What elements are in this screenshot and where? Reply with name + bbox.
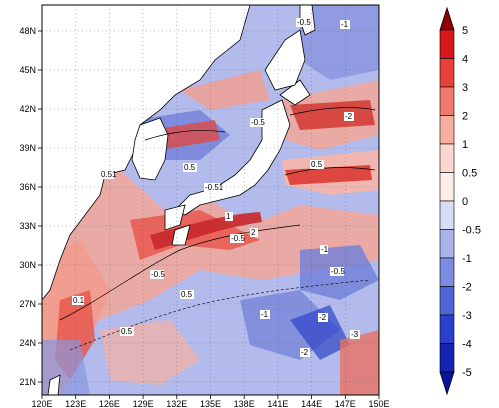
contour-label: -2 <box>344 112 354 121</box>
colorbar-segment <box>439 86 455 116</box>
colorbar-segment <box>439 286 455 316</box>
contour-label: 0.5 <box>120 327 134 336</box>
svg-text:1: 1 <box>226 212 231 221</box>
contour-label: -0.51 <box>204 183 224 192</box>
lat-tick-label: 48N <box>19 26 36 36</box>
svg-text:0.51: 0.51 <box>101 170 117 179</box>
lon-tick-label: 138E <box>234 399 255 408</box>
colorbar-top-arrow <box>439 6 455 31</box>
lon-tick-label: 135E <box>200 399 221 408</box>
contour-label: 2 <box>250 228 258 237</box>
colorbar-segment <box>439 58 455 88</box>
contour-labels: -0.5 -1 -2 -0.5 1 2 0.1 0.51 -0.51 0.5 -… <box>42 18 360 357</box>
svg-text:2: 2 <box>251 228 256 237</box>
lon-tick-label: 120E <box>31 399 52 408</box>
svg-text:-0.5: -0.5 <box>297 18 311 27</box>
colorbar-segment <box>439 343 455 373</box>
colorbar-label: -3 <box>462 310 472 322</box>
contour-label: -1 <box>260 310 270 319</box>
colorbar-label: 0.5 <box>462 168 477 180</box>
lat-tick-label: 24N <box>19 338 36 348</box>
contour-label: -1 <box>320 245 329 254</box>
contour-label: 0.5 <box>310 160 324 169</box>
contour-label: -2 <box>318 313 328 322</box>
contour-label: -0.5 <box>250 118 265 127</box>
svg-text:-2: -2 <box>319 313 327 322</box>
colorbar-label: 3 <box>462 82 468 94</box>
colorbar-label: 5 <box>462 25 468 37</box>
lon-tick-label: 129E <box>133 399 154 408</box>
colorbar-label: 1 <box>462 139 468 151</box>
svg-text:0.5: 0.5 <box>184 163 196 172</box>
svg-text:0.1: 0.1 <box>73 296 85 305</box>
contour-label <box>42 170 52 179</box>
lon-tick-label: 141E <box>267 399 288 408</box>
svg-text:0.5: 0.5 <box>181 290 193 299</box>
contour-label: -0.5 <box>296 18 311 27</box>
colorbar-label: 4 <box>462 54 468 66</box>
anomaly-field: -0.5 -1 -2 -0.5 1 2 0.1 0.51 -0.51 0.5 -… <box>42 5 379 395</box>
svg-text:-0.5: -0.5 <box>231 234 245 243</box>
lon-tick-label: 147E <box>335 399 356 408</box>
contour-label: 1 <box>225 212 233 221</box>
lat-tick-label: 33N <box>19 221 36 231</box>
svg-text:-0.5: -0.5 <box>151 270 165 279</box>
colorbar-bottom-arrow <box>439 371 455 396</box>
lon-tick-label: 150E <box>368 399 389 408</box>
contour-label: 0.5 <box>180 290 194 299</box>
colorbar-segment <box>439 172 455 202</box>
colorbar-label: -4 <box>462 339 472 351</box>
lon-tick-label: 123E <box>65 399 86 408</box>
colorbar-segment <box>439 229 455 259</box>
lon-axis: 120E 123E 126E 129E 132E 135E 138E 141E … <box>31 395 390 408</box>
lon-tick-label: 144E <box>301 399 322 408</box>
contour-label: -0.5 <box>150 270 165 279</box>
lat-tick-label: 39N <box>19 143 36 153</box>
colorbar-segment <box>439 314 455 344</box>
lat-tick-label: 42N <box>19 104 36 114</box>
svg-text:-1: -1 <box>321 245 329 254</box>
colorbar: 5 4 3 2 1 0.5 0 -0.5 -1 -2 -3 -4 -5 <box>439 6 481 396</box>
colorbar-segment <box>439 200 455 230</box>
lon-tick-label: 126E <box>99 399 120 408</box>
contour-label: -3 <box>350 330 360 339</box>
contour-label: 0.5 <box>183 163 197 172</box>
contour-label: -2 <box>300 348 310 357</box>
svg-text:-3: -3 <box>351 330 359 339</box>
lat-axis: 21N 24N 27N 30N 33N 36N 39N 42N 45N 48N <box>19 26 42 387</box>
svg-text:-0.5: -0.5 <box>251 118 265 127</box>
colorbar-segment <box>439 29 455 59</box>
svg-text:-0.51: -0.51 <box>205 183 224 192</box>
svg-text:0.5: 0.5 <box>311 160 323 169</box>
colorbar-label: -2 <box>462 282 472 294</box>
colorbar-label: 0 <box>462 196 468 208</box>
svg-text:-2: -2 <box>301 348 309 357</box>
contour-label: 0.51 <box>100 170 117 179</box>
lat-tick-label: 36N <box>19 182 36 192</box>
colorbar-segment <box>439 143 455 173</box>
contour-label: -1 <box>340 20 350 29</box>
contour-label: -0.5 <box>330 267 345 276</box>
lat-tick-label: 30N <box>19 260 36 270</box>
svg-text:-1: -1 <box>341 20 349 29</box>
colorbar-label: -1 <box>462 253 472 265</box>
contour-label: -0.5 <box>230 234 245 243</box>
colorbar-label: -0.5 <box>462 225 481 237</box>
colorbar-label: -5 <box>462 367 472 379</box>
lat-tick-label: 21N <box>19 377 36 387</box>
contour-label: 0.1 <box>72 296 85 305</box>
colorbar-label: 2 <box>462 111 468 123</box>
svg-text:0.5: 0.5 <box>121 327 133 336</box>
svg-text:-1: -1 <box>261 310 269 319</box>
lat-tick-label: 45N <box>19 65 36 75</box>
colorbar-segment <box>439 257 455 287</box>
svg-text:-0.5: -0.5 <box>331 267 345 276</box>
colorbar-segment <box>439 115 455 145</box>
lon-tick-label: 132E <box>166 399 187 408</box>
svg-text:-2: -2 <box>345 112 353 121</box>
lat-tick-label: 27N <box>19 299 36 309</box>
